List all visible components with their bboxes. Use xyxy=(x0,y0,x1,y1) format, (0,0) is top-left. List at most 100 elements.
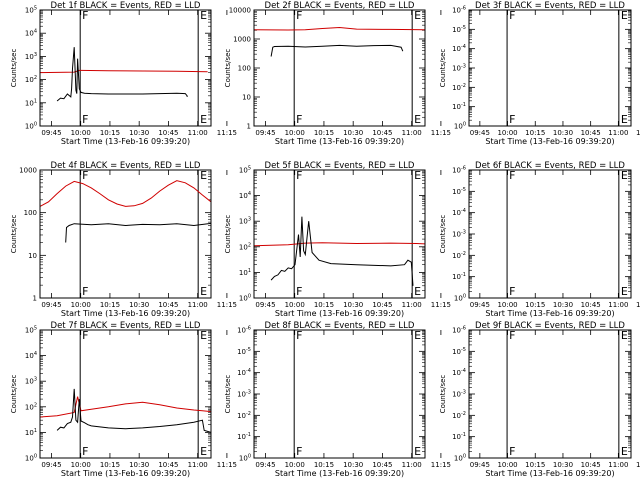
x-tick-label: 10:00 xyxy=(71,461,91,469)
y-tick-label: 10000 xyxy=(229,7,251,15)
x-tick-label: 11:00 xyxy=(402,301,422,309)
y-tick-label: 10-3 xyxy=(452,230,466,239)
x-tick-label: 11:00 xyxy=(608,129,628,137)
x-tick-label: 09:45 xyxy=(255,301,275,309)
detector-panel-6: Det 6f BLACK = Events, RED = LLD 100 10-1 1… xyxy=(439,161,640,318)
time-marker-label-bottom: F xyxy=(82,285,88,298)
y-axis-label: Counts/sec xyxy=(439,215,447,254)
x-tick-label: 10:15 xyxy=(100,461,120,469)
y-axis-label: Counts/sec xyxy=(10,215,18,254)
y-tick-label: 10-5 xyxy=(452,187,466,196)
x-tick-label: 11:00 xyxy=(188,129,208,137)
y-tick-label: 10-5 xyxy=(237,347,251,356)
y-tick-label: 10 xyxy=(242,94,251,102)
time-marker-label-bottom: F xyxy=(296,445,302,458)
x-tick-label: 11:00 xyxy=(608,301,628,309)
series-line-events xyxy=(270,44,404,57)
x-tick-label: 10:00 xyxy=(497,461,517,469)
plot-frame xyxy=(253,169,426,299)
x-tick-label: 10:45 xyxy=(158,301,178,309)
y-tick-label: 105 xyxy=(25,6,37,15)
y-tick-label: 103 xyxy=(239,217,251,226)
y-tick-label: 1000 xyxy=(233,36,251,44)
plot-frame xyxy=(468,169,632,299)
time-marker-label-bottom: F xyxy=(82,113,88,126)
detector-panel-2: Det 2f BLACK = Events, RED = LLD 1 10 100 10… xyxy=(224,1,451,146)
y-tick-label: 10-5 xyxy=(452,347,466,356)
time-marker-label-bottom: E xyxy=(621,285,628,298)
x-tick-label: 09:45 xyxy=(470,301,490,309)
x-tick-label: 10:00 xyxy=(285,461,305,469)
series-line-lld xyxy=(254,242,425,247)
x-tick-label: 09:45 xyxy=(41,129,61,137)
panel-title: Det 9f BLACK = Events, RED = LLD xyxy=(475,321,625,331)
y-tick-label: 10-1 xyxy=(452,272,466,281)
x-tick-label: 11:15 xyxy=(431,301,451,309)
time-marker-label: F xyxy=(509,9,515,22)
x-tick-label: 11:15 xyxy=(217,129,237,137)
y-tick-label: 10-1 xyxy=(237,432,251,441)
time-marker-label: F xyxy=(509,169,515,182)
time-marker-label: E xyxy=(414,9,421,22)
plot-frame xyxy=(253,329,426,459)
y-tick-label: 104 xyxy=(239,191,251,200)
y-tick-label: 103 xyxy=(25,377,37,386)
series-line-events xyxy=(65,222,211,243)
y-tick-label: 10-1 xyxy=(452,102,466,111)
y-tick-label: 10-4 xyxy=(452,208,466,217)
time-marker-label-bottom: F xyxy=(296,285,302,298)
time-marker-label-bottom: E xyxy=(621,113,628,126)
x-tick-label: 10:30 xyxy=(553,461,573,469)
y-tick-label: 102 xyxy=(25,75,37,84)
x-tick-label: 10:15 xyxy=(100,129,120,137)
y-tick-label: 1000 xyxy=(19,167,37,175)
x-tick-label: 10:45 xyxy=(372,129,392,137)
x-tick-label: 10:00 xyxy=(497,301,517,309)
time-marker-label-bottom: E xyxy=(200,445,207,458)
y-tick-label: 100 xyxy=(239,454,251,463)
time-marker-label: F xyxy=(296,9,302,22)
panel-title: Det 3f BLACK = Events, RED = LLD xyxy=(475,1,625,11)
series-line-lld xyxy=(40,396,211,418)
x-tick-label: 09:45 xyxy=(470,129,490,137)
y-tick-label: 10-4 xyxy=(237,368,251,377)
y-tick-label: 100 xyxy=(24,209,37,217)
y-tick-label: 101 xyxy=(25,428,37,437)
x-tick-label: 11:15 xyxy=(431,461,451,469)
detector-panel-5: Det 5f BLACK = Events, RED = LLD 100 101 10… xyxy=(224,161,451,318)
x-tick-label: 10:15 xyxy=(314,129,334,137)
x-tick-label: 09:45 xyxy=(41,461,61,469)
x-tick-label: 10:15 xyxy=(525,129,545,137)
x-axis-label: Start Time (13-Feb-16 09:39:20) xyxy=(61,309,190,318)
detector-panel-1: Det 1f BLACK = Events, RED = LLD 100 101 10… xyxy=(10,1,237,146)
y-tick-label: 104 xyxy=(25,351,37,360)
panel-title: Det 7f BLACK = Events, RED = LLD xyxy=(51,321,201,331)
y-tick-label: 102 xyxy=(25,402,37,411)
x-tick-label: 10:45 xyxy=(158,129,178,137)
time-marker-label: F xyxy=(296,329,302,342)
detector-panel-9: Det 9f BLACK = Events, RED = LLD 100 10-1 1… xyxy=(439,321,640,478)
detector-panel-7: Det 7f BLACK = Events, RED = LLD 100 101 10… xyxy=(10,321,237,478)
time-marker-label: F xyxy=(82,329,88,342)
y-tick-label: 100 xyxy=(239,294,251,303)
x-tick-label: 10:30 xyxy=(343,461,363,469)
panel-title: Det 5f BLACK = Events, RED = LLD xyxy=(265,161,415,171)
y-tick-label: 101 xyxy=(239,268,251,277)
x-axis-label: Start Time (13-Feb-16 09:39:20) xyxy=(61,469,190,478)
y-tick-label: 105 xyxy=(25,326,37,335)
x-tick-label: 10:45 xyxy=(581,301,601,309)
y-tick-label: 10-2 xyxy=(452,251,466,260)
x-tick-label: 11:15 xyxy=(431,129,451,137)
x-tick-label: 10:30 xyxy=(343,301,363,309)
x-tick-label: 10:30 xyxy=(553,129,573,137)
x-tick-label: 11:15 xyxy=(636,129,640,137)
y-tick-label: 100 xyxy=(238,65,251,73)
y-tick-label: 10-6 xyxy=(452,6,466,15)
time-marker-label-bottom: F xyxy=(82,445,88,458)
time-marker-label-bottom: F xyxy=(509,113,515,126)
y-tick-label: 10-3 xyxy=(452,390,466,399)
y-tick-label: 100 xyxy=(454,122,466,131)
x-tick-label: 10:00 xyxy=(285,301,305,309)
x-tick-label: 10:45 xyxy=(372,301,392,309)
